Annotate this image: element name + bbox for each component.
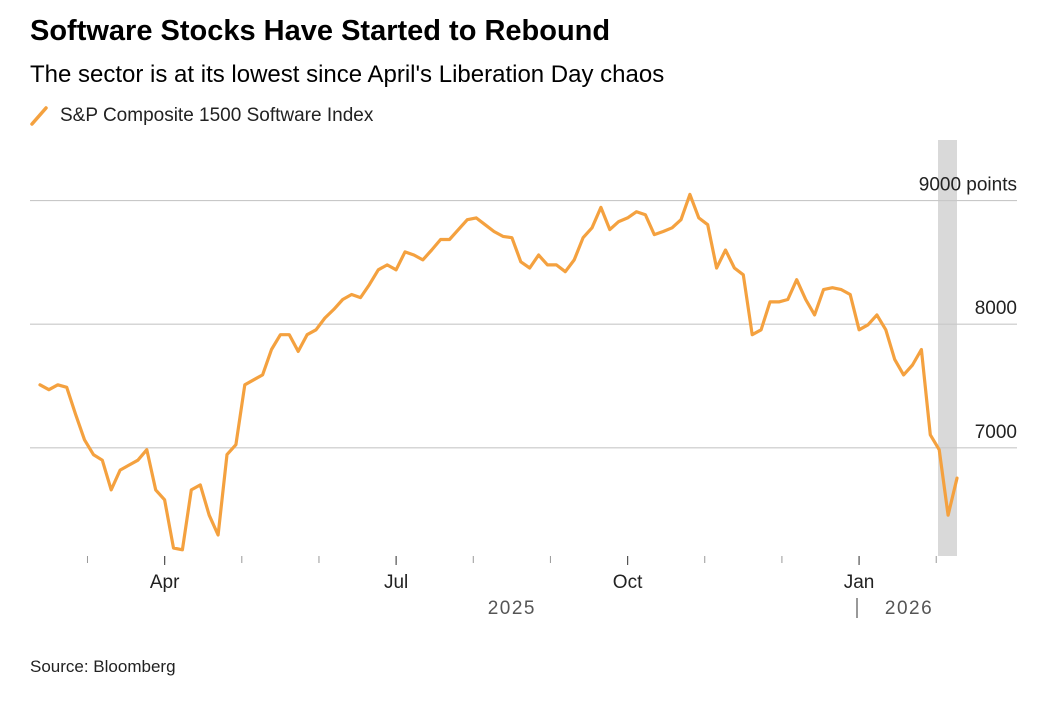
chart-title: Software Stocks Have Started to Rebound [30, 15, 610, 47]
highlight-band [938, 140, 957, 556]
chart-subtitle: The sector is at its lowest since April'… [30, 61, 664, 88]
x-tick-label: Jan [844, 572, 875, 593]
y-tick-label: 8000 [975, 298, 1017, 319]
data-line [38, 192, 959, 552]
year-label: 2026 [885, 598, 933, 619]
x-tick-label: Apr [150, 572, 180, 593]
x-tick-label: Oct [613, 572, 643, 593]
legend-swatch [30, 106, 48, 126]
x-tick-label: Jul [384, 572, 408, 593]
y-tick-label: 7000 [975, 422, 1017, 443]
y-tick-label: 9000 points [919, 175, 1017, 196]
source: Source: Bloomberg [30, 657, 176, 676]
legend-label: S&P Composite 1500 Software Index [60, 105, 374, 126]
year-label: 2025 [488, 598, 536, 619]
